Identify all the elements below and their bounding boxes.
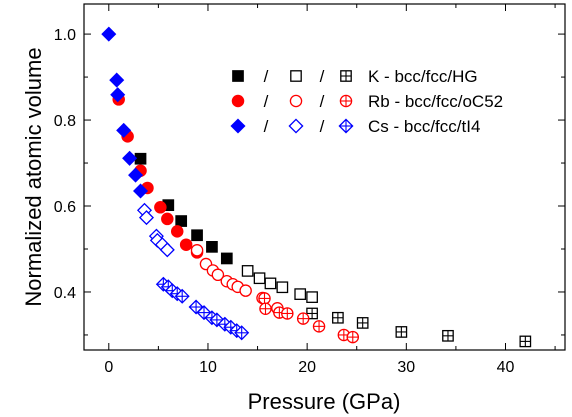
legend-label: K - bcc/fcc/HG [368, 67, 478, 86]
data-point [170, 225, 184, 238]
legend-separator: / [320, 92, 325, 111]
data-point [306, 291, 318, 303]
series-group [101, 26, 149, 199]
data-point [175, 215, 188, 227]
legend-marker [339, 94, 353, 108]
legend-marker [290, 70, 302, 82]
data-point [294, 288, 307, 300]
axis-tick-labels: 0 10 20 30 40 0.4 0.6 0.8 1.0 [54, 27, 515, 376]
series-group [306, 307, 532, 348]
data-point [154, 201, 167, 214]
data-point [101, 26, 117, 42]
legend-label: Cs - bcc/fcc/tI4 [368, 117, 480, 136]
legend-marker [230, 118, 246, 134]
legend-marker [232, 70, 244, 82]
legend: / / K - bcc/fcc/HG / / Rb - bcc/fcc/oC52 / / Cs … [230, 67, 503, 136]
legend-marker [340, 70, 352, 82]
series-group [241, 265, 318, 303]
x-tick-label: 30 [397, 359, 415, 376]
series-group [136, 202, 175, 258]
legend-separator: / [264, 67, 269, 86]
data-point [395, 326, 408, 338]
data-point [133, 183, 149, 199]
y-tick-label: 1.0 [54, 27, 76, 44]
x-axis-title: Pressure (GPa) [248, 389, 401, 414]
legend-marker [231, 94, 245, 108]
series-group [155, 276, 250, 341]
x-tick-label: 40 [497, 359, 515, 376]
data-point [356, 317, 369, 329]
axis-ticks [84, 4, 565, 350]
legend-separator: / [264, 92, 269, 111]
data-point [241, 265, 254, 277]
data-point [442, 329, 454, 342]
data-point [259, 302, 272, 315]
legend-marker [288, 118, 304, 134]
data-point [161, 212, 174, 226]
y-axis-title: Normalized atomic volume [21, 47, 46, 306]
data-point [138, 210, 154, 226]
legend-entry: / / Rb - bcc/fcc/oC52 [231, 92, 503, 111]
y-tick-label: 0.6 [54, 199, 76, 216]
data-point [312, 320, 326, 333]
data-point [281, 307, 294, 320]
legend-separator: / [264, 117, 269, 136]
data-point [296, 312, 310, 325]
legend-label: Rb - bcc/fcc/oC52 [368, 92, 503, 111]
legend-separator: / [320, 67, 325, 86]
data-point [116, 122, 132, 138]
data-point [179, 238, 193, 251]
data-point [220, 252, 233, 265]
data-point [253, 272, 266, 285]
x-tick-label: 10 [199, 359, 217, 376]
data-point [346, 330, 360, 344]
legend-marker [289, 94, 303, 108]
data-point [264, 277, 277, 290]
legend-entry: / / Cs - bcc/fcc/tI4 [230, 117, 480, 136]
legend-separator: / [320, 117, 325, 136]
data-point [239, 284, 252, 297]
data-point [110, 87, 126, 103]
data-point [306, 307, 318, 320]
legend-marker [338, 118, 354, 134]
data-point [196, 305, 212, 321]
data-point [128, 167, 144, 183]
series-group [258, 292, 360, 344]
data-point [258, 292, 271, 305]
x-tick-label: 20 [298, 359, 316, 376]
plot-frame [83, 3, 566, 351]
data-point [206, 240, 218, 253]
data-point [122, 150, 138, 166]
data-point [109, 72, 125, 88]
data-markers [101, 26, 532, 348]
y-tick-label: 0.8 [54, 113, 76, 130]
data-point [234, 325, 250, 341]
data-point [159, 242, 175, 258]
series-group [134, 152, 233, 265]
y-tick-label: 0.4 [54, 285, 76, 302]
data-point [332, 311, 344, 324]
data-point [134, 152, 147, 165]
x-tick-label: 0 [104, 359, 113, 376]
data-point [519, 335, 532, 348]
legend-entry: / / K - bcc/fcc/HG [232, 67, 478, 86]
data-point [174, 288, 190, 304]
data-point [190, 244, 204, 257]
data-point [211, 268, 225, 282]
data-point [276, 281, 289, 294]
data-point [191, 229, 203, 242]
